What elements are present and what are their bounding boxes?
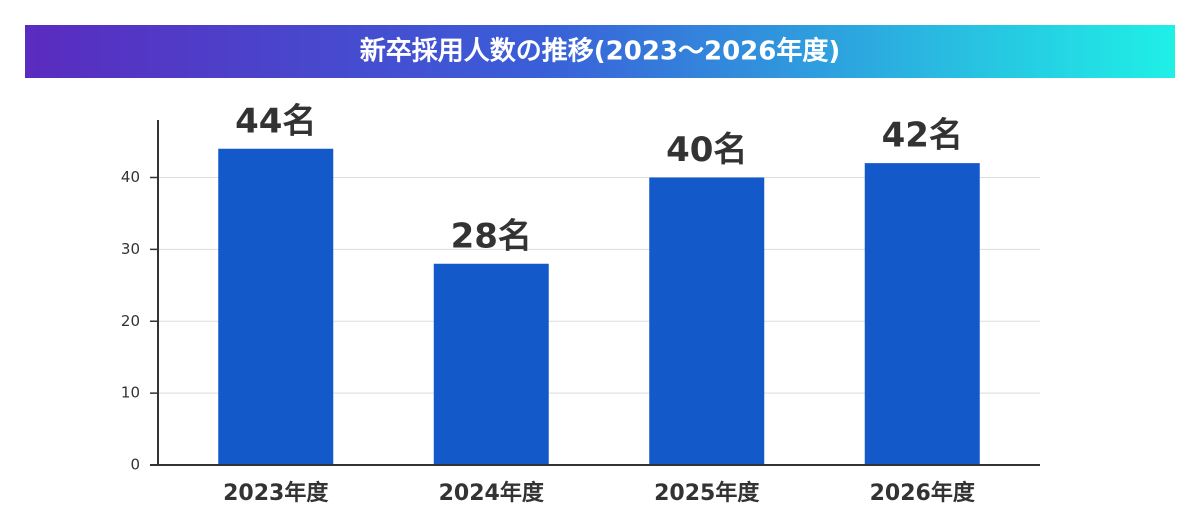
y-tick-label: 30 [121, 240, 140, 258]
x-tick-label: 2025年度 [654, 480, 760, 506]
chart-title: 新卒採用人数の推移(2023〜2026年度) [360, 36, 841, 67]
x-tick-label: 2026年度 [870, 480, 976, 506]
y-tick-label: 40 [121, 168, 140, 186]
x-tick-label: 2023年度 [223, 480, 329, 506]
bar [218, 148, 334, 465]
x-tick-label: 2024年度 [439, 480, 545, 506]
bar [864, 163, 980, 465]
y-tick-label: 20 [121, 312, 140, 330]
value-label: 44名 [235, 101, 316, 141]
bar [649, 177, 765, 465]
title-banner [25, 25, 1175, 78]
bar [433, 263, 549, 465]
value-label: 40名 [666, 130, 747, 170]
y-tick-label: 10 [121, 384, 140, 402]
value-label: 28名 [451, 216, 532, 256]
y-tick-label: 0 [130, 456, 140, 474]
value-label: 42名 [882, 116, 963, 156]
